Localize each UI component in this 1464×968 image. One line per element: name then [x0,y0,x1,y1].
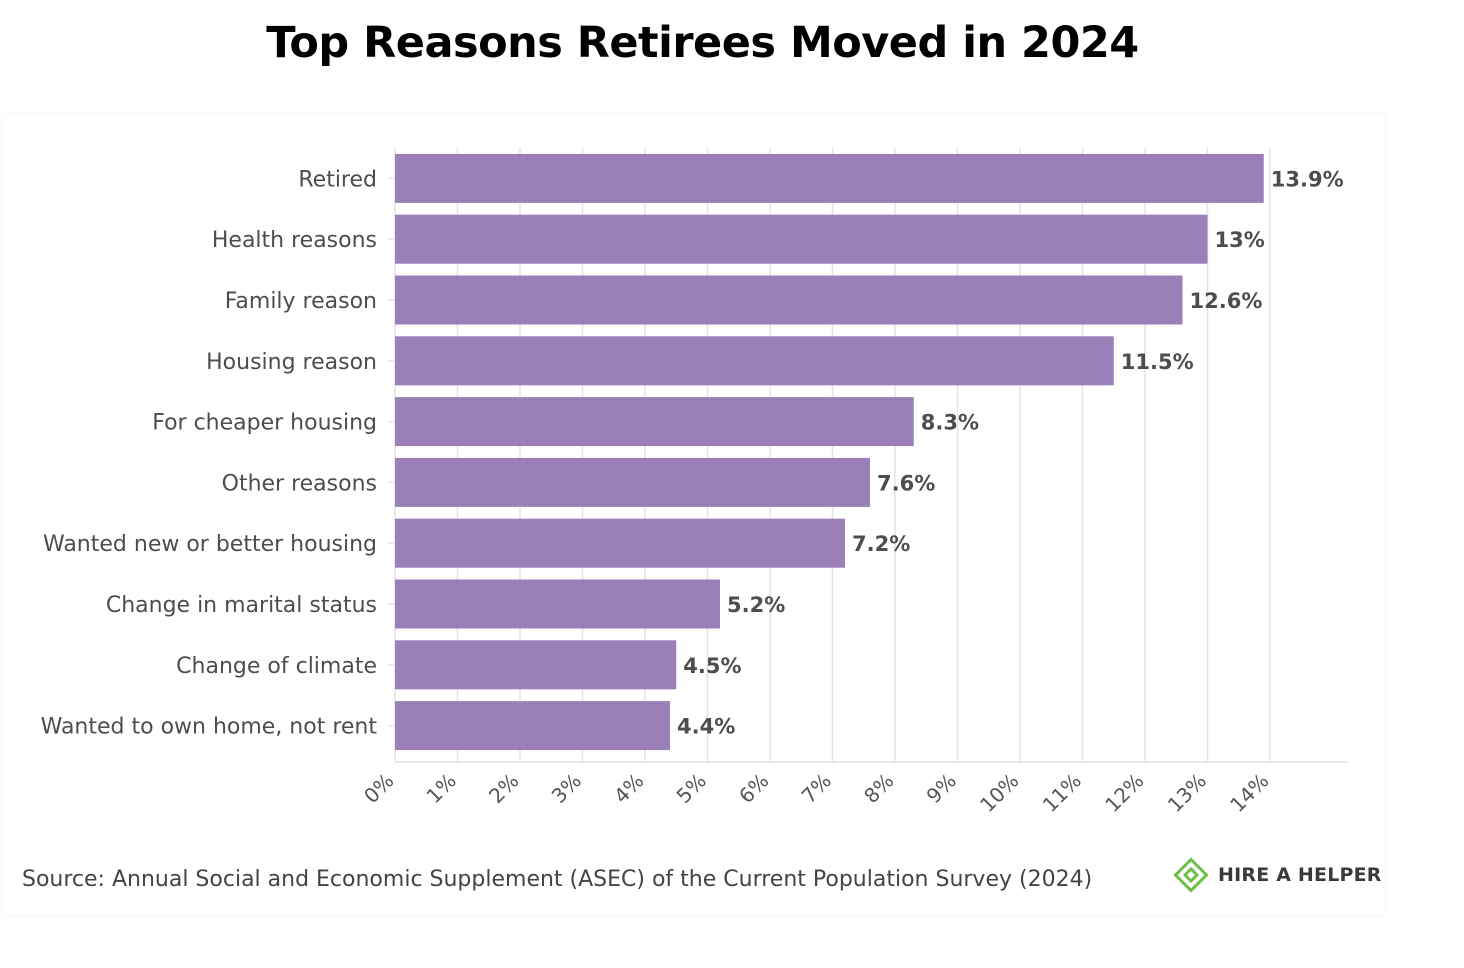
category-labels: Retired Health reasons Family reason Housin… [41,167,378,739]
x-tick-label: 12% [1100,769,1148,817]
source-note: Source: Annual Social and Economic Suppl… [22,867,1093,892]
bar [395,214,1208,264]
category-label: For cheaper housing [152,411,377,436]
bar [395,518,845,568]
value-label: 12.6% [1190,289,1263,313]
value-label: 13% [1215,228,1265,252]
category-label: Wanted to own home, not rent [41,715,378,740]
x-tick-label: 1% [422,769,461,808]
category-label: Retired [298,167,377,192]
x-tick-label: 0% [359,769,398,808]
x-tick-label: 14% [1225,769,1273,817]
bar [395,275,1183,325]
x-tick-label: 8% [859,769,898,808]
hireahelper-logo-icon [1173,857,1209,893]
category-label: Housing reason [206,350,377,375]
chart-title: Top Reasons Retirees Moved in 2024 [266,18,1139,68]
x-tick-label: 7% [797,769,836,808]
value-label: 11.5% [1121,350,1194,374]
bar [395,153,1264,203]
category-label: Change of climate [176,654,377,679]
brand-name: HIRE A HELPER [1218,864,1382,886]
category-label: Wanted new or better housing [43,532,377,557]
x-tick-label: 5% [672,769,711,808]
bar [395,640,677,690]
chart-panel: Retired Health reasons Family reason Housin… [4,114,1384,914]
x-tick-labels: 0% 1% 2% 3% 4% 5% 6% 7% 8% 9% 10% 11% 12% 13% 14% [359,769,1273,817]
value-label: 8.3% [921,411,979,435]
value-labels: 13.9% 13% 12.6% 11.5% 8.3% 7.6% 7.2% 5.2% 4.5% 4.… [677,167,1344,738]
category-label: Family reason [225,289,377,314]
bar [395,701,670,751]
value-label: 7.2% [852,532,910,556]
value-label: 5.2% [727,593,785,617]
brand-logo: HIRE A HELPER [1172,856,1382,894]
x-tick-label: 9% [922,769,961,808]
bar [395,579,720,629]
x-tick-label: 13% [1163,769,1211,817]
value-label: 13.9% [1271,167,1344,191]
x-tick-label: 11% [1038,769,1086,817]
value-label: 4.5% [683,654,741,678]
category-label: Change in marital status [106,593,377,618]
category-label: Other reasons [222,471,377,496]
x-tick-label: 6% [734,769,773,808]
bars [395,153,1264,751]
value-label: 7.6% [877,471,935,495]
category-label: Health reasons [212,228,377,253]
x-tick-label: 3% [547,769,586,808]
bar [395,457,870,507]
value-label: 4.4% [677,715,735,739]
bar [395,336,1114,386]
x-tick-label: 4% [609,769,648,808]
bar [395,397,914,447]
bar-chart: Retired Health reasons Family reason Housin… [41,148,1348,817]
x-tick-label: 2% [484,769,523,808]
x-tick-label: 10% [975,769,1023,817]
